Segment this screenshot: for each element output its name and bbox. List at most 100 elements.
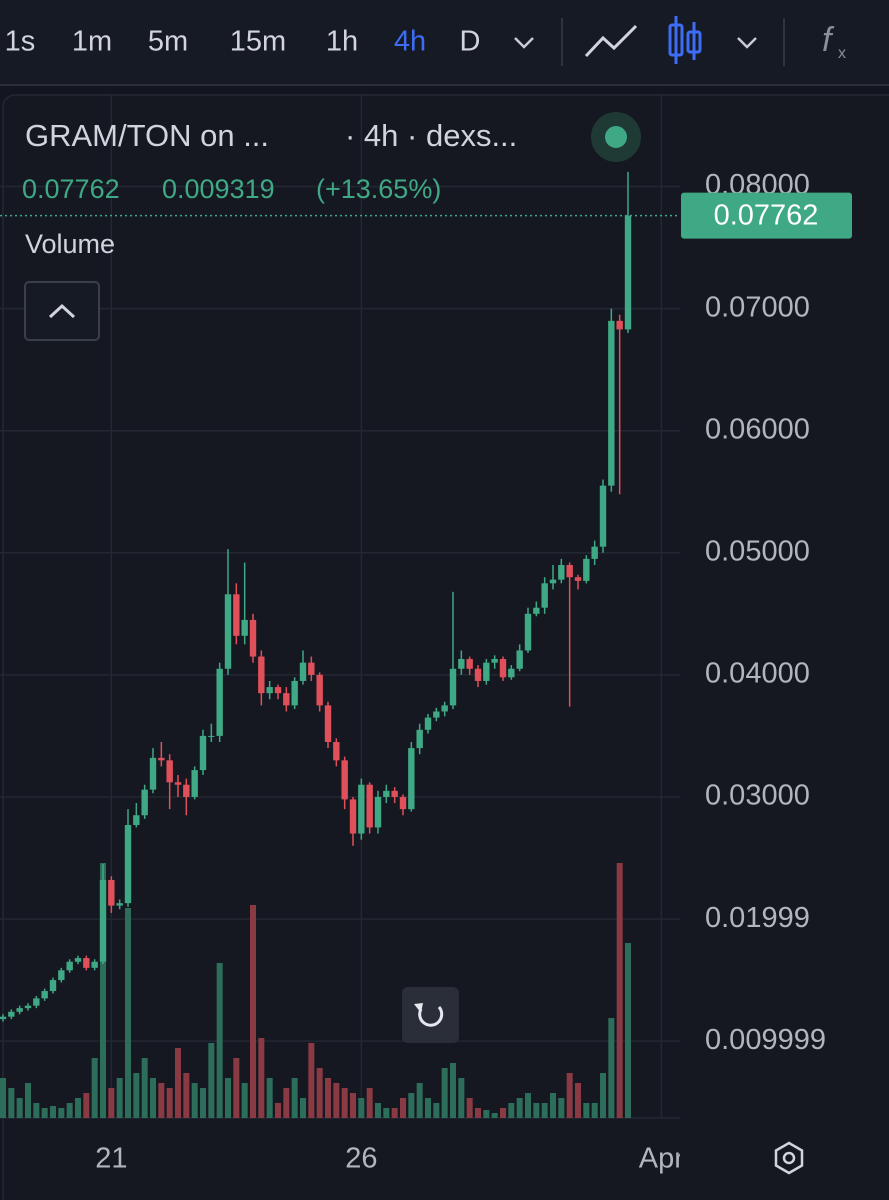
volume-bar (341, 1088, 348, 1118)
volume-bar (616, 863, 623, 1118)
interval-button[interactable]: 15m (230, 26, 286, 58)
candle-body (16, 1008, 23, 1012)
volume-bar (216, 963, 223, 1118)
candle-body (516, 650, 523, 669)
volume-bar (191, 1083, 198, 1118)
reset-arrow (414, 1003, 423, 1013)
x-tick-label: Apr (639, 1143, 684, 1175)
candle-body (158, 757, 165, 761)
candle-body (49, 980, 57, 992)
interval-button[interactable]: 1m (72, 26, 112, 58)
interval-button[interactable]: D (460, 26, 481, 58)
candle-body (316, 674, 323, 706)
candle-body (341, 760, 348, 800)
candle-body (591, 546, 598, 559)
candle-chart-icon[interactable] (668, 16, 702, 64)
volume-bar (466, 1098, 473, 1118)
volume-bar (425, 1098, 431, 1118)
volume-bar (433, 1103, 440, 1118)
volume-bar (300, 1098, 306, 1118)
legend-change: 0.009319 (162, 174, 275, 204)
interval-button[interactable]: 4h (394, 26, 426, 58)
interval-dropdown[interactable] (514, 37, 534, 49)
candle-body (199, 735, 207, 771)
interval-button[interactable]: 1h (326, 26, 358, 58)
candle-body (141, 789, 148, 816)
candle-body (224, 594, 232, 669)
interval-button[interactable]: 1s (5, 26, 36, 58)
volume-bar (258, 1038, 265, 1118)
volume-bar (558, 1098, 565, 1118)
candle-body (566, 564, 573, 578)
volume-bar (625, 943, 631, 1118)
volume-bar (600, 1073, 606, 1118)
candle-body (549, 579, 557, 584)
y-tick-label: 0.05000 (705, 535, 810, 567)
candle-body (24, 1005, 32, 1009)
candle-body (41, 991, 48, 999)
volume-bar (58, 1108, 65, 1118)
candle-body (358, 784, 365, 834)
candle-body (249, 619, 257, 657)
volume-bar (208, 1043, 215, 1118)
legend-last: 0.07762 (22, 174, 120, 204)
volume-bar (608, 1018, 615, 1118)
y-tick-label: 0.03000 (705, 780, 810, 812)
candle-body (116, 903, 123, 906)
candle-body (216, 668, 223, 736)
candle-body (258, 656, 265, 694)
y-tick-label: 0.009999 (705, 1024, 826, 1056)
line-chart-icon[interactable] (584, 24, 638, 58)
candle-body (66, 961, 73, 971)
volume-bar (333, 1083, 340, 1118)
y-tick-label: 0.07000 (705, 291, 810, 323)
volume-bar (525, 1093, 531, 1118)
candle-body (624, 215, 632, 330)
volume-bar (500, 1108, 506, 1118)
volume-bar (116, 1078, 123, 1118)
candle-body (191, 770, 198, 797)
volume-bar (166, 1088, 173, 1118)
volume-bar (158, 1083, 165, 1118)
last-price-label: 0.07762 (714, 199, 819, 231)
candle-body (74, 958, 82, 962)
volume-bar (591, 1103, 598, 1118)
reset-button[interactable] (402, 987, 459, 1043)
candle-body (291, 680, 298, 706)
candle-body (124, 825, 132, 904)
settings-icon[interactable] (774, 1141, 804, 1175)
toolbar (0, 0, 889, 85)
volume-bar (275, 1103, 281, 1118)
candle-body (408, 748, 415, 810)
collapse-button[interactable] (24, 281, 100, 341)
candle-body (299, 662, 307, 681)
volume-bar (233, 1058, 240, 1118)
volume-bar (41, 1108, 48, 1118)
candle-body (449, 668, 457, 706)
candle-body (58, 970, 65, 981)
candle-body (183, 784, 190, 797)
candle-body (391, 790, 398, 797)
volume-bar (483, 1110, 490, 1118)
y-tick-label: 0.06000 (705, 413, 810, 445)
volume-bar (75, 1098, 81, 1118)
candle-body (283, 693, 290, 706)
candle-body (424, 717, 432, 730)
x-tick-label: 21 (95, 1143, 127, 1175)
volume-bar (366, 1088, 373, 1118)
volume-bar (550, 1093, 556, 1118)
chart-type-dropdown[interactable] (737, 37, 757, 49)
volume-bar (566, 1073, 573, 1118)
candle-body (441, 705, 448, 712)
candle-body (374, 796, 382, 828)
candle-body (333, 742, 340, 761)
volume-bar (283, 1088, 290, 1118)
candle-body (266, 687, 273, 694)
candle-body (416, 729, 423, 749)
volume-bar (350, 1093, 356, 1118)
candle-body (91, 961, 98, 968)
candle-body (574, 577, 582, 581)
last-price-badge (681, 192, 852, 239)
interval-button[interactable]: 5m (148, 26, 188, 58)
volume-bar (358, 1098, 365, 1118)
